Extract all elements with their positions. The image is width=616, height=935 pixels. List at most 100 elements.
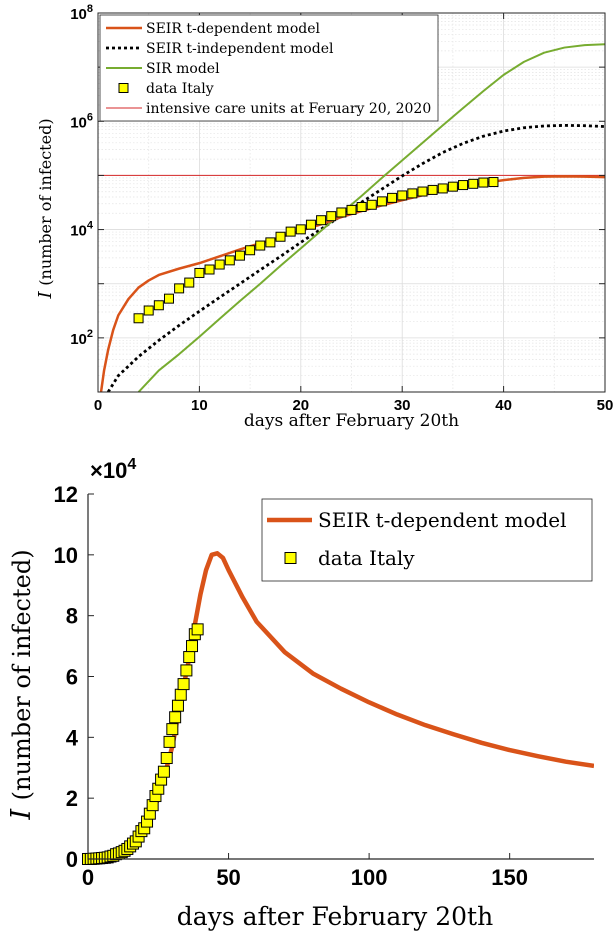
y-tick-label: 6	[66, 665, 78, 690]
top-chart: 0 10 20 30 40 50 102 104 106 108 days after Febr…	[35, 3, 613, 431]
x-tick-label: 0	[94, 397, 102, 414]
y-tick-label: 12	[54, 482, 78, 507]
legend-marker	[284, 552, 297, 564]
legend-label: data Italy	[146, 81, 214, 97]
y-tick-label: 104	[70, 220, 94, 240]
series-line-seir-t-dependent-model	[87, 551, 594, 862]
data-point	[133, 313, 144, 324]
legend-label: intensive care units at Feruary 20, 2020	[146, 101, 431, 117]
bottom-chart: 0 50 100 150 0 2 4 6 8 10 12 ×104 days after Febr…	[6, 456, 594, 931]
x-tick-label: 50	[597, 397, 614, 414]
top-y-tick-labels: 102 104 106 108	[70, 3, 94, 348]
top-plot-frame	[97, 12, 606, 393]
bottom-series	[82, 551, 594, 865]
data-point	[305, 219, 316, 230]
y-tick-label: 4	[66, 725, 79, 750]
data-point	[153, 300, 164, 311]
x-tick-label: 20	[292, 397, 309, 414]
data-point	[184, 277, 195, 288]
legend-label: data Italy	[318, 546, 415, 570]
data-point	[316, 215, 327, 226]
top-legend: SEIR t-dependent model SEIR t-independent…	[99, 14, 439, 122]
data-point	[458, 180, 469, 191]
data-point	[186, 640, 199, 653]
data-point	[437, 183, 448, 194]
legend-box	[99, 14, 439, 122]
legend-box	[261, 498, 593, 582]
x-tick-label: 40	[495, 397, 512, 414]
data-point	[427, 184, 438, 195]
data-point	[183, 651, 196, 664]
data-point	[169, 711, 182, 724]
y-tick-label: 106	[70, 111, 93, 131]
data-point	[417, 186, 428, 197]
data-point	[214, 259, 225, 270]
top-y-axis-label: I (number of infected)	[35, 118, 56, 299]
data-point	[204, 264, 215, 275]
data-point	[171, 699, 184, 712]
data-point	[174, 283, 185, 294]
y-tick-label: 108	[70, 3, 93, 23]
legend-label: SEIR t-dependent model	[318, 508, 567, 532]
top-x-tick-labels: 0 10 20 30 40 50	[94, 397, 614, 414]
data-point	[326, 211, 337, 222]
data-point	[163, 293, 174, 304]
data-point	[468, 178, 479, 189]
data-point	[295, 224, 306, 235]
data-point	[488, 177, 499, 188]
bottom-ticks	[87, 493, 511, 860]
bottom-y-multiplier: ×104	[90, 456, 136, 483]
x-tick-label: 100	[351, 865, 388, 890]
x-tick-label: 150	[491, 865, 528, 890]
bottom-y-tick-labels: 0 2 4 6 8 10 12	[54, 482, 79, 872]
series-line-sir-model	[137, 43, 605, 392]
bottom-legend: SEIR t-dependent model data Italy	[261, 498, 593, 582]
data-point	[191, 623, 204, 636]
data-point	[478, 177, 489, 188]
data-point	[356, 202, 367, 213]
bottom-y-axis-label: I (number of infected)	[6, 549, 37, 820]
data-point	[177, 678, 190, 691]
data-point	[397, 190, 408, 201]
data-point	[285, 226, 296, 237]
data-point	[376, 196, 387, 207]
data-point	[407, 188, 418, 199]
data-point	[234, 250, 245, 261]
x-tick-label: 30	[394, 397, 411, 414]
data-point	[180, 664, 193, 677]
y-tick-label: 0	[66, 847, 78, 872]
data-point	[160, 752, 173, 765]
y-tick-label: 2	[66, 786, 78, 811]
bottom-x-axis-label: days after February 20th	[177, 902, 493, 931]
data-point	[265, 237, 276, 248]
data-point	[174, 688, 187, 701]
data-point	[346, 204, 357, 215]
data-point	[163, 735, 176, 748]
data-point	[245, 245, 256, 256]
data-point	[194, 267, 205, 278]
top-series	[98, 43, 605, 392]
x-tick-label: 0	[82, 865, 94, 890]
data-point	[157, 765, 170, 778]
legend-label: SIR model	[146, 61, 220, 77]
legend-label: SEIR t-dependent model	[146, 21, 320, 37]
y-tick-label: 8	[66, 604, 78, 629]
bottom-x-tick-labels: 0 50 100 150	[82, 865, 528, 890]
data-point	[366, 199, 377, 210]
y-tick-label: 102	[70, 328, 93, 348]
x-tick-label: 50	[216, 865, 240, 890]
data-point	[275, 231, 286, 242]
data-point	[447, 181, 458, 192]
y-tick-label: 10	[54, 543, 78, 568]
data-point	[224, 255, 235, 266]
legend-label: SEIR t-independent model	[146, 41, 334, 57]
data-point	[166, 723, 179, 736]
top-x-axis-label: days after February 20th	[244, 411, 459, 431]
data-point	[143, 305, 154, 316]
legend-marker	[118, 83, 129, 93]
x-tick-label: 10	[191, 397, 208, 414]
data-point	[255, 240, 266, 251]
data-point	[387, 192, 398, 203]
data-point	[336, 207, 347, 218]
